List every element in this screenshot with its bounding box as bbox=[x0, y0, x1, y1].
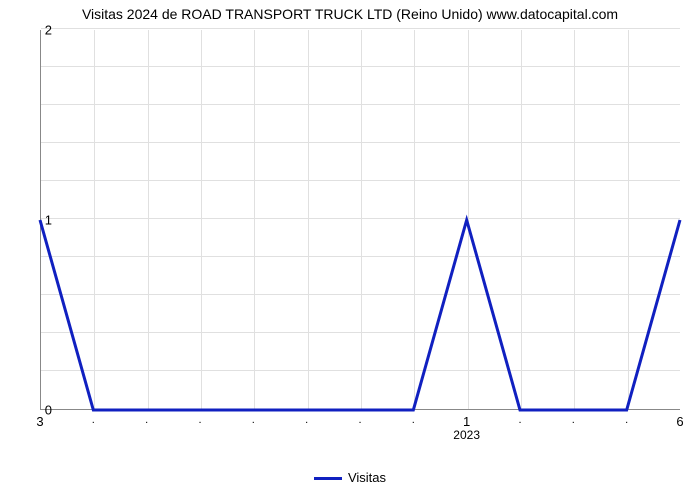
x-tick-label: 3 bbox=[36, 414, 43, 429]
legend: Visitas bbox=[0, 470, 700, 485]
line-series bbox=[40, 30, 680, 410]
y-tick-label: 2 bbox=[22, 23, 52, 38]
chart-title: Visitas 2024 de ROAD TRANSPORT TRUCK LTD… bbox=[0, 0, 700, 22]
x-tick-minor: . bbox=[252, 414, 255, 426]
x-tick-minor: . bbox=[518, 414, 521, 426]
legend-swatch bbox=[314, 477, 342, 480]
x-tick-minor: . bbox=[145, 414, 148, 426]
x-tick-label: 6 bbox=[676, 414, 683, 429]
x-sub-label: 2023 bbox=[453, 428, 480, 442]
x-tick-minor: . bbox=[412, 414, 415, 426]
series-line bbox=[40, 220, 680, 410]
x-tick-minor: . bbox=[358, 414, 361, 426]
gridline-h bbox=[41, 28, 680, 29]
x-tick-minor: . bbox=[198, 414, 201, 426]
legend-label: Visitas bbox=[348, 470, 386, 485]
x-tick-minor: . bbox=[305, 414, 308, 426]
x-tick-minor: . bbox=[92, 414, 95, 426]
x-tick-label: 1 bbox=[463, 414, 470, 429]
x-tick-minor: . bbox=[625, 414, 628, 426]
x-tick-minor: . bbox=[572, 414, 575, 426]
y-tick-label: 1 bbox=[22, 213, 52, 228]
chart-area bbox=[40, 30, 680, 430]
